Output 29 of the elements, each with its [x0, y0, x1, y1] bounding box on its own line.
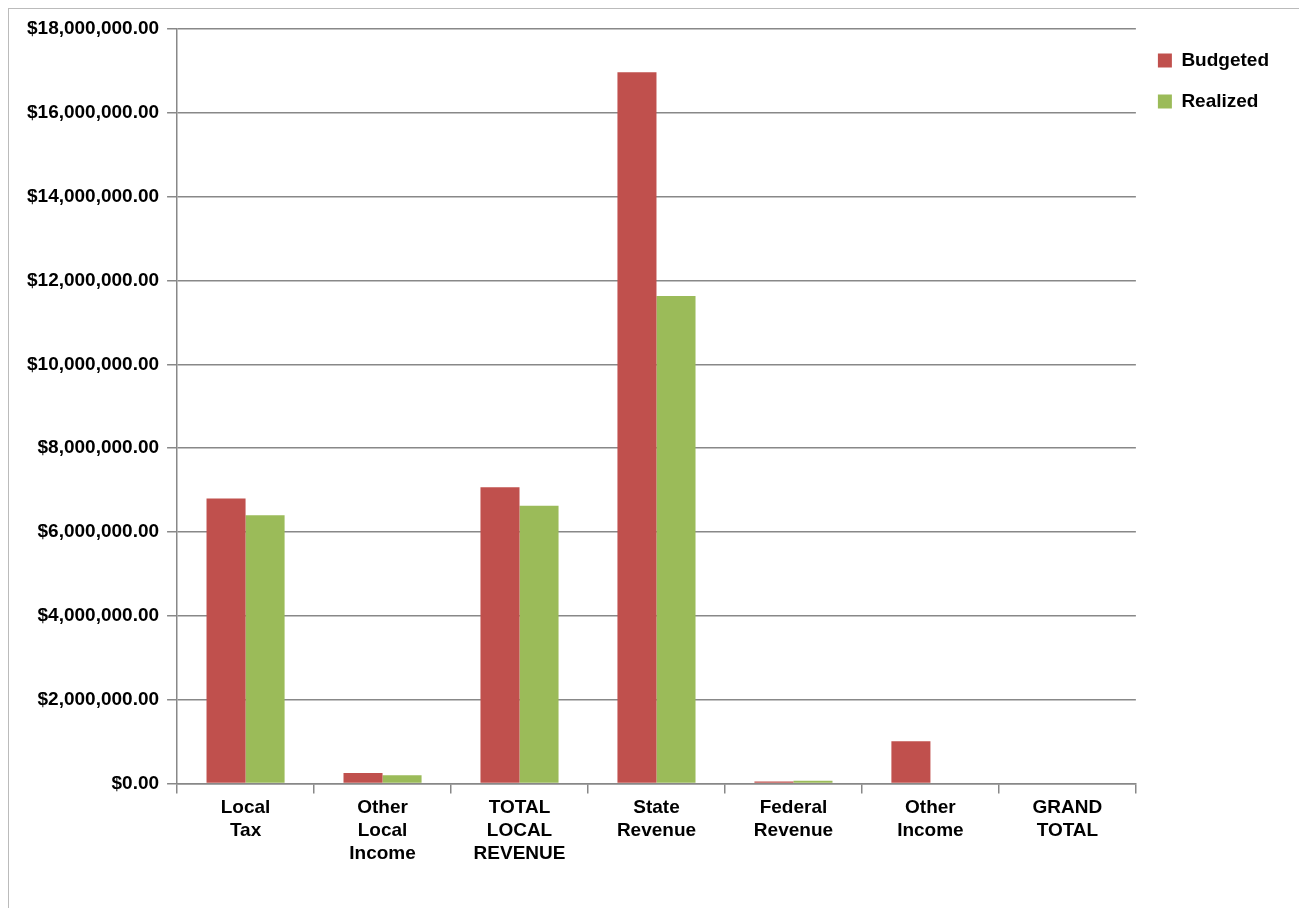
y-tick-label: $0.00 — [111, 771, 160, 793]
bar — [245, 515, 285, 783]
bar — [617, 72, 657, 783]
y-tick-label: $10,000,000.00 — [26, 352, 160, 374]
y-tick-label: $18,000,000.00 — [26, 17, 160, 39]
y-tick-label: $12,000,000.00 — [26, 268, 160, 290]
legend-label: Budgeted — [1181, 48, 1269, 70]
bar — [891, 741, 931, 783]
bar — [343, 773, 383, 783]
bar — [793, 780, 833, 783]
x-tick-label: State Revenue — [616, 796, 697, 841]
bar — [480, 487, 520, 783]
y-tick-label: $8,000,000.00 — [37, 436, 160, 458]
bar — [382, 775, 422, 783]
x-tick-label: Local Tax — [220, 796, 271, 841]
x-tick-label: Federal Revenue — [753, 796, 834, 841]
y-tick-label: $4,000,000.00 — [37, 604, 160, 626]
bar — [656, 296, 696, 783]
x-tick-label: TOTAL LOCAL REVENUE — [473, 796, 566, 863]
y-tick-label: $2,000,000.00 — [37, 687, 160, 709]
y-tick-label: $16,000,000.00 — [26, 101, 160, 123]
x-tick-label: Other Local Income — [349, 796, 416, 863]
bar — [206, 498, 246, 783]
legend-label: Realized — [1181, 89, 1259, 111]
y-tick-label: $6,000,000.00 — [37, 520, 160, 542]
y-tick-label: $14,000,000.00 — [26, 184, 160, 206]
bar — [519, 505, 559, 783]
x-tick-label: Other Income — [897, 796, 964, 841]
x-tick-label: GRAND TOTAL — [1032, 796, 1103, 841]
